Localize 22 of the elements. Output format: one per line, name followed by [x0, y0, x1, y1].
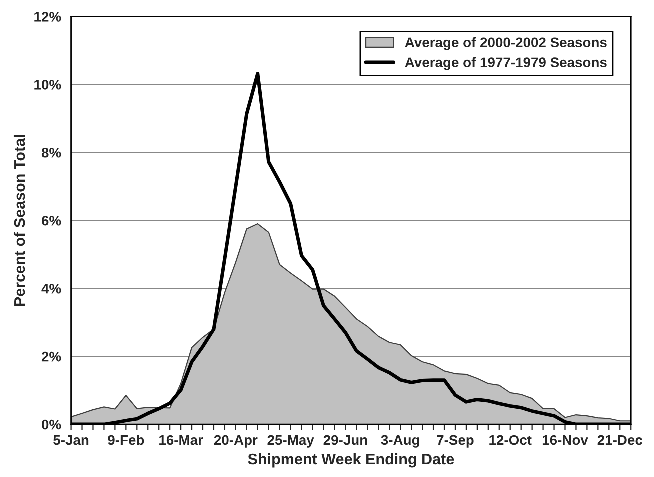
y-tick-label: 4% — [42, 284, 62, 294]
x-tick-label: 16-Mar — [160, 435, 204, 446]
y-tick-label: 8% — [42, 148, 62, 158]
y-tick-label: 2% — [42, 352, 62, 362]
x-tick-label: 5-Jan — [54, 435, 89, 446]
x-tick-label: 21-Dec — [598, 435, 643, 446]
x-tick-label: 20-Apr — [214, 435, 258, 448]
y-axis-title: Percent of Season Total — [14, 135, 26, 306]
y-tick-label: 6% — [42, 216, 62, 226]
y-tick-label: 10% — [34, 80, 62, 90]
y-tick-label: 0% — [42, 420, 62, 430]
y-tick-label: 12% — [34, 12, 62, 22]
x-tick-label: 7-Sep — [437, 435, 474, 448]
x-tick-label: 12-Oct — [490, 435, 532, 446]
x-tick-label: 16-Nov — [542, 435, 588, 446]
x-tick-label: 9-Feb — [108, 434, 144, 446]
x-tick-label: 25-May — [268, 435, 314, 448]
legend-label: Average of 1977-1979 Seasons — [405, 57, 607, 70]
x-tick-label: 3-Aug — [381, 435, 420, 448]
x-tick-label: 29-Jun — [324, 435, 368, 446]
legend-label: Average of 2000-2002 Seasons — [405, 37, 607, 50]
x-axis-title: Shipment Week Ending Date — [248, 453, 454, 468]
